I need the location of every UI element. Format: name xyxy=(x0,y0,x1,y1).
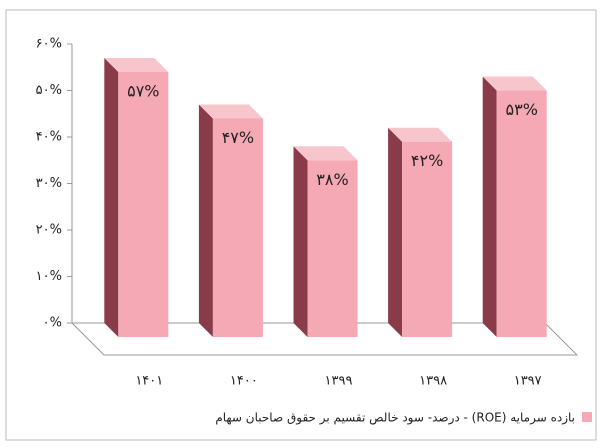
value-label: ۴۲% xyxy=(411,151,443,170)
x-tick-label: ۱۳۹۷ xyxy=(514,374,542,389)
bar-top xyxy=(198,104,263,119)
value-label: ۵۳% xyxy=(506,100,538,119)
bar-side xyxy=(104,57,119,337)
x-tick-label: ۱۳۹۸ xyxy=(419,374,447,389)
y-tick-label: ۶۰% xyxy=(36,37,62,52)
bar xyxy=(307,160,358,337)
bar xyxy=(496,90,547,337)
x-tick-label: ۱۳۹۹ xyxy=(325,374,353,389)
y-tick-label: ۳۰% xyxy=(36,176,62,191)
legend-swatch xyxy=(582,412,592,422)
bar-top xyxy=(482,76,547,91)
bar xyxy=(118,71,169,337)
bar xyxy=(212,118,263,337)
bar-top xyxy=(293,146,358,161)
bar-side xyxy=(388,127,403,337)
y-tick-label: ۰% xyxy=(43,316,62,331)
y-tick-label: ۵۰% xyxy=(36,83,62,98)
x-tick-label: ۱۴۰۰ xyxy=(230,374,258,389)
bar-side xyxy=(482,76,497,338)
x-tick-label: ۱۴۰۱ xyxy=(135,374,163,389)
legend-label: بازده سرمایه (ROE) - درصد- سود خالص تقسی… xyxy=(215,411,575,426)
value-label: ۳۸% xyxy=(316,170,348,189)
y-tick-label: ۱۰% xyxy=(36,269,62,284)
value-label: ۵۷% xyxy=(127,81,159,100)
y-tick-label: ۲۰% xyxy=(36,223,62,238)
value-label: ۴۷% xyxy=(222,128,254,147)
bar-side xyxy=(293,146,308,337)
bar-top xyxy=(388,127,453,142)
bar-top xyxy=(104,57,169,72)
y-tick-label: ۴۰% xyxy=(36,130,62,145)
bar-side xyxy=(198,104,213,337)
bar xyxy=(402,141,453,337)
